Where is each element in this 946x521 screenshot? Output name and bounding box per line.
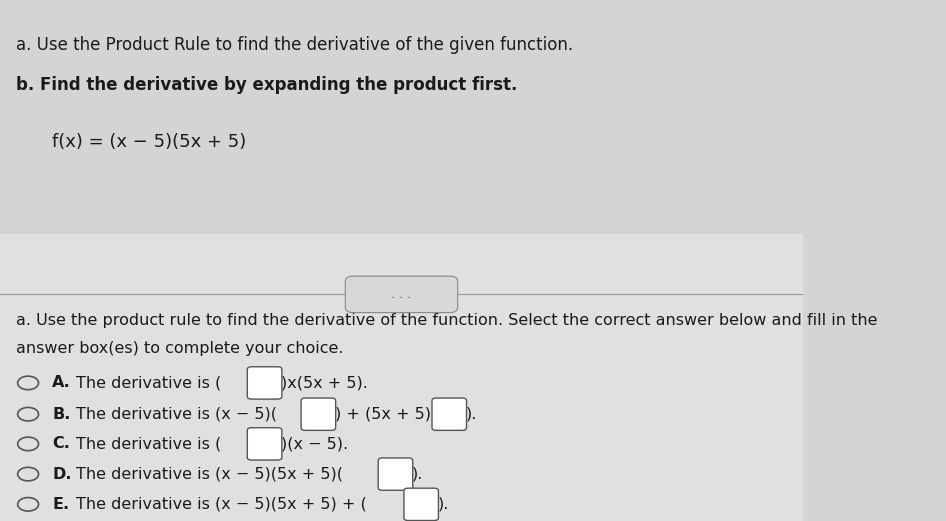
FancyBboxPatch shape xyxy=(404,488,438,520)
Text: D.: D. xyxy=(52,467,72,481)
Text: ).: ). xyxy=(412,467,423,481)
Text: The derivative is (: The derivative is ( xyxy=(77,437,221,451)
FancyBboxPatch shape xyxy=(378,458,412,490)
Text: C.: C. xyxy=(52,437,70,451)
Text: The derivative is (x − 5)(5x + 5)(: The derivative is (x − 5)(5x + 5)( xyxy=(77,467,343,481)
FancyBboxPatch shape xyxy=(432,398,466,430)
Text: ) + (5x + 5)(: ) + (5x + 5)( xyxy=(335,407,437,421)
FancyBboxPatch shape xyxy=(0,234,803,521)
Text: a. Use the Product Rule to find the derivative of the given function.: a. Use the Product Rule to find the deri… xyxy=(16,36,573,55)
Text: )(x − 5).: )(x − 5). xyxy=(281,437,348,451)
FancyBboxPatch shape xyxy=(247,367,282,399)
FancyBboxPatch shape xyxy=(301,398,336,430)
Text: B.: B. xyxy=(52,407,71,421)
Text: The derivative is (: The derivative is ( xyxy=(77,376,221,390)
Text: b. Find the derivative by expanding the product first.: b. Find the derivative by expanding the … xyxy=(16,76,517,94)
Text: f(x) = (x − 5)(5x + 5): f(x) = (x − 5)(5x + 5) xyxy=(52,133,247,151)
Text: )x(5x + 5).: )x(5x + 5). xyxy=(281,376,368,390)
FancyBboxPatch shape xyxy=(345,276,458,313)
Text: answer box(es) to complete your choice.: answer box(es) to complete your choice. xyxy=(16,341,343,356)
FancyBboxPatch shape xyxy=(0,0,803,234)
Text: The derivative is (x − 5)(: The derivative is (x − 5)( xyxy=(77,407,277,421)
Text: E.: E. xyxy=(52,497,69,512)
Text: A.: A. xyxy=(52,376,71,390)
Text: a. Use the product rule to find the derivative of the function. Select the corre: a. Use the product rule to find the deri… xyxy=(16,313,878,328)
FancyBboxPatch shape xyxy=(247,428,282,460)
Text: The derivative is (x − 5)(5x + 5) + (: The derivative is (x − 5)(5x + 5) + ( xyxy=(77,497,367,512)
Text: ).: ). xyxy=(465,407,477,421)
Text: ).: ). xyxy=(438,497,449,512)
Text: . . .: . . . xyxy=(392,288,412,301)
